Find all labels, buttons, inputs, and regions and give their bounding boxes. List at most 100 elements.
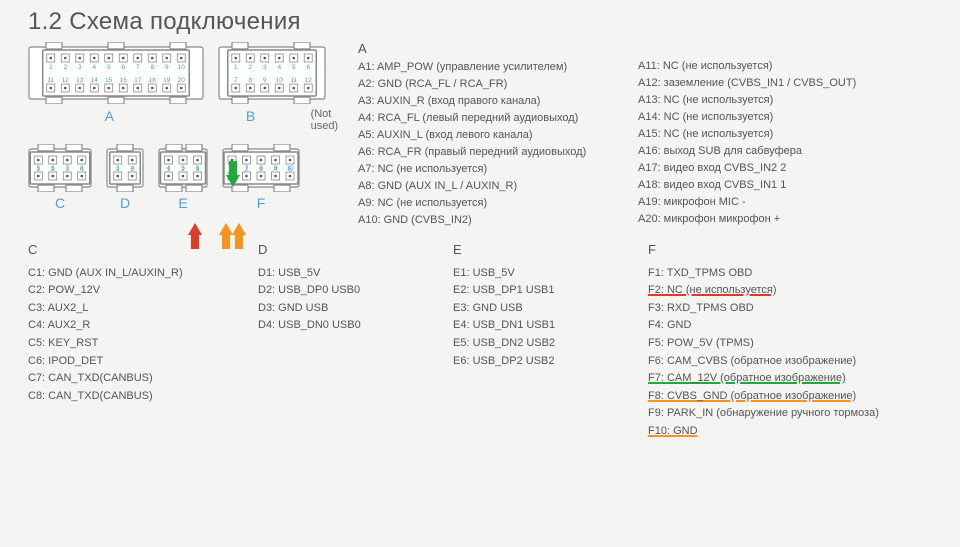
svg-text:7: 7 (65, 165, 69, 172)
pin-desc: F7: CAM_12V (обратное изображение) (648, 370, 918, 388)
pin-desc: C3: AUX2_L (28, 300, 258, 318)
svg-text:5: 5 (36, 165, 40, 172)
pin-desc: A7: NC (не используется) (358, 161, 638, 178)
pin-desc: A16: выход SUB для сабвуфера (638, 143, 918, 160)
pin-desc: C8: CAN_TXD(CANBUS) (28, 388, 258, 406)
pin-desc: E4: USB_DN1 USB1 (453, 317, 648, 335)
svg-text:19: 19 (163, 77, 171, 84)
pin-desc: C2: POW_12V (28, 282, 258, 300)
svg-text:15: 15 (105, 77, 113, 84)
pin-desc: D3: GND USB (258, 300, 453, 318)
pointer-arrow (232, 223, 244, 247)
svg-text:5: 5 (292, 64, 296, 71)
connector: 142536 (158, 144, 208, 192)
pin-desc: D1: USB_5V (258, 265, 453, 283)
svg-text:2: 2 (248, 64, 252, 71)
conn-label-a: A (79, 108, 139, 132)
pin-desc: A1: AMP_POW (управление усилителем) (358, 59, 638, 76)
pin-desc: C5: KEY_RST (28, 335, 258, 353)
svg-text:12: 12 (62, 77, 70, 84)
svg-text:4: 4 (130, 165, 134, 172)
svg-text:6: 6 (306, 64, 310, 71)
connector-diagrams: 11 12 12 3 1 3 4 14 5 15 6 16 7 17 8 1 8 9 19 10 20 1 7 2 8 3 9 4 10… (28, 40, 358, 229)
not-used-label: (Not used) (311, 108, 358, 132)
section-d-title: D (258, 241, 453, 259)
svg-text:6: 6 (121, 64, 125, 71)
svg-text:10: 10 (276, 77, 284, 84)
section-a-title: A (358, 40, 638, 57)
svg-text:4: 4 (167, 165, 171, 172)
pin-desc: F3: RXD_TPMS OBD (648, 300, 918, 318)
svg-text:8: 8 (150, 64, 154, 71)
pin-desc: F6: CAM_CVBS (обратное изображение) (648, 353, 918, 371)
svg-text:14: 14 (91, 77, 99, 84)
svg-text:8: 8 (80, 165, 84, 172)
pin-desc: E1: USB_5V (453, 265, 648, 283)
svg-text:3: 3 (116, 165, 120, 172)
section-e-title: E (453, 241, 648, 259)
pin-desc: A20: микрофон микрофон + (638, 211, 918, 228)
pin-desc: A8: GND (AUX IN_L / AUXIN_R) (358, 178, 638, 195)
pin-desc: A2: GND (RCA_FL / RCA_FR) (358, 76, 638, 93)
svg-text:12: 12 (305, 77, 313, 84)
pin-desc: A12: заземление (CVBS_IN1 / CVBS_OUT) (638, 75, 918, 92)
conn-label-d: D (106, 195, 144, 211)
svg-text:6: 6 (196, 165, 200, 172)
svg-text:4: 4 (277, 64, 281, 71)
pin-desc: F2: NC (не используется) (648, 282, 918, 300)
pin-desc: A17: видео вход CVBS_IN2 2 (638, 160, 918, 177)
pin-desc: E5: USB_DN2 USB2 (453, 335, 648, 353)
conn-label-e: E (158, 195, 208, 211)
svg-text:10: 10 (178, 64, 186, 71)
pin-desc: E2: USB_DP1 USB1 (453, 282, 648, 300)
svg-text:4: 4 (92, 64, 96, 71)
pointer-arrow (188, 223, 200, 247)
pin-desc: A19: микрофон MIC - (638, 194, 918, 211)
conn-label-f: F (222, 195, 300, 211)
pin-desc: C7: CAN_TXD(CANBUS) (28, 370, 258, 388)
pin-desc: E3: GND USB (453, 300, 648, 318)
pin-desc: A4: RCA_FL (левый передний аудиовыход) (358, 110, 638, 127)
svg-text:5: 5 (181, 165, 185, 172)
svg-text:6: 6 (51, 165, 55, 172)
pin-desc: A6: RCA_FR (правый передний аудиовыход) (358, 144, 638, 161)
svg-text:7: 7 (234, 77, 238, 84)
pin-desc: A14: NC (не используется) (638, 109, 918, 126)
pin-desc: A3: AUXIN_R (вход правого канала) (358, 93, 638, 110)
svg-text:8: 8 (248, 77, 252, 84)
svg-text:16: 16 (120, 77, 128, 84)
svg-text:1: 1 (234, 64, 238, 71)
svg-text:3: 3 (263, 64, 267, 71)
pin-desc: D2: USB_DP0 USB0 (258, 282, 453, 300)
pin-desc: F5: POW_5V (TPMS) (648, 335, 918, 353)
pin-desc: F9: PARK_IN (обнаружение ручного тормоза… (648, 405, 918, 423)
pin-desc: F10: GND (648, 423, 918, 441)
pin-desc: F8: CVBS_GND (обратное изображение) (648, 388, 918, 406)
svg-text:10: 10 (286, 165, 294, 172)
connector: 1 7 2 8 3 9 4 10 5 11 6 12 (218, 42, 326, 104)
svg-text:17: 17 (134, 77, 142, 84)
svg-text:3: 3 (78, 64, 82, 71)
svg-text:11: 11 (47, 77, 54, 84)
pin-desc: A13: NC (не используется) (638, 92, 918, 109)
svg-text:1: 1 (49, 64, 53, 71)
connector: 1112123134145156167178189191020 (28, 42, 204, 104)
pin-desc: A11: NC (не используется) (638, 58, 918, 75)
connector: 1324 (106, 144, 144, 192)
pin-desc: A15: NC (не используется) (638, 126, 918, 143)
svg-text:11: 11 (290, 77, 297, 84)
conn-label-c: C (28, 195, 92, 211)
connector: 15263748 (28, 144, 92, 192)
svg-text:9: 9 (274, 165, 278, 172)
svg-text:20: 20 (178, 77, 186, 84)
pin-desc: F1: TXD_TPMS OBD (648, 265, 918, 283)
pin-desc: C4: AUX2_R (28, 317, 258, 335)
svg-text:5: 5 (107, 64, 111, 71)
svg-text:2: 2 (63, 64, 67, 71)
svg-text:9: 9 (263, 77, 267, 84)
pin-desc: A9: NC (не используется) (358, 195, 638, 212)
pin-desc: F4: GND (648, 317, 918, 335)
svg-text:7: 7 (245, 165, 249, 172)
svg-text:8: 8 (259, 165, 263, 172)
pin-desc: C1: GND (AUX IN_L/AUXIN_R) (28, 265, 258, 283)
